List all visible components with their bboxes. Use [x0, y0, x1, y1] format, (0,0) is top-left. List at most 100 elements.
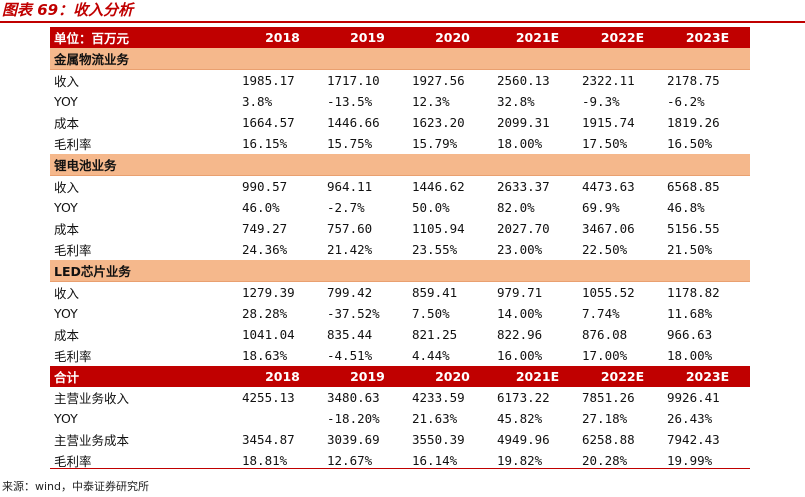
year-header: 2019: [325, 366, 410, 387]
value-cell: 18.81%: [242, 453, 288, 468]
value-cell: 4255.13: [242, 390, 295, 405]
table-row: 收入 990.57 964.11 1446.62 2633.37 4473.63 6568.…: [50, 176, 750, 198]
value-cell: 21.63%: [412, 411, 458, 426]
value-cell: 757.60: [327, 221, 373, 236]
value-cell: 2322.11: [582, 73, 635, 88]
value-cell: 876.08: [582, 327, 628, 342]
value-cell: -13.5%: [327, 94, 373, 109]
value-cell: 821.25: [412, 327, 458, 342]
value-cell: 3.8%: [242, 94, 273, 109]
value-cell: 2027.70: [497, 221, 550, 236]
row-label: 收入: [54, 180, 80, 195]
value-cell: 4949.96: [497, 432, 550, 447]
value-cell: 2560.13: [497, 73, 550, 88]
row-label: YOY: [54, 94, 78, 109]
value-cell: 4233.59: [412, 390, 465, 405]
value-cell: 7.50%: [412, 306, 450, 321]
value-cell: -4.51%: [327, 348, 373, 363]
value-cell: 17.50%: [582, 136, 628, 151]
year-header: 2018: [240, 366, 325, 387]
row-label: 成本: [54, 116, 80, 131]
value-cell: 2633.37: [497, 179, 550, 194]
year-header: 2023E: [665, 366, 750, 387]
section-row: 金属物流业务: [50, 48, 750, 70]
table-row: 毛利率 18.63% -4.51% 4.44% 16.00% 17.00% 18.00%: [50, 345, 750, 366]
source-note: 来源：wind，中泰证券研究所: [2, 480, 150, 493]
value-cell: 1041.04: [242, 327, 295, 342]
value-cell: 7942.43: [667, 432, 720, 447]
value-cell: 749.27: [242, 221, 288, 236]
value-cell: 2099.31: [497, 115, 550, 130]
value-cell: 1446.66: [327, 115, 380, 130]
value-cell: 12.67%: [327, 453, 373, 468]
value-cell: 3467.06: [582, 221, 635, 236]
year-header: 2021E: [495, 27, 580, 48]
value-cell: 18.00%: [667, 348, 713, 363]
value-cell: 16.15%: [242, 136, 288, 151]
year-header: 2020: [410, 366, 495, 387]
value-cell: 50.0%: [412, 200, 450, 215]
table-row: 毛利率 18.81% 12.67% 16.14% 19.82% 20.28% 19.99%: [50, 450, 750, 471]
value-cell: 4473.63: [582, 179, 635, 194]
value-cell: 1915.74: [582, 115, 635, 130]
value-cell: -6.2%: [667, 94, 705, 109]
table-row: YOY 3.8% -13.5% 12.3% 32.8% -9.3% -6.2%: [50, 91, 750, 112]
value-cell: 18.00%: [497, 136, 543, 151]
row-label: 收入: [54, 286, 80, 301]
row-label: 毛利率: [54, 454, 92, 469]
value-cell: 1178.82: [667, 285, 720, 300]
value-cell: 822.96: [497, 327, 543, 342]
value-cell: 22.50%: [582, 242, 628, 257]
value-cell: 964.11: [327, 179, 373, 194]
section-title: LED芯片业务: [50, 260, 750, 282]
table-row: 成本 1664.57 1446.66 1623.20 2099.31 1915.74 181…: [50, 112, 750, 133]
value-cell: 19.99%: [667, 453, 713, 468]
value-cell: -2.7%: [327, 200, 365, 215]
value-cell: 82.0%: [497, 200, 535, 215]
row-label: 毛利率: [54, 349, 92, 364]
table-row: 成本 749.27 757.60 1105.94 2027.70 3467.06 5156.…: [50, 218, 750, 239]
year-header: 2023E: [665, 27, 750, 48]
year-header: 2022E: [580, 366, 665, 387]
value-cell: 46.8%: [667, 200, 705, 215]
value-cell: 46.0%: [242, 200, 280, 215]
revenue-analysis-table: 单位：百万元 2018 2019 2020 2021E 2022E 2023E 金属物流业务收…: [50, 27, 750, 471]
year-header: 2021E: [495, 366, 580, 387]
value-cell: -18.20%: [327, 411, 380, 426]
value-cell: 14.00%: [497, 306, 543, 321]
section-title: 金属物流业务: [50, 48, 750, 70]
value-cell: 4.44%: [412, 348, 450, 363]
header-row: 单位：百万元 2018 2019 2020 2021E 2022E 2023E: [50, 27, 750, 48]
value-cell: 3550.39: [412, 432, 465, 447]
row-label: 主营业务成本: [54, 433, 130, 448]
table-row: 成本 1041.04 835.44 821.25 822.96 876.08 966.63: [50, 324, 750, 345]
value-cell: 21.50%: [667, 242, 713, 257]
value-cell: 27.18%: [582, 411, 628, 426]
table-row: 主营业务收入 4255.13 3480.63 4233.59 6173.22 7851.2…: [50, 387, 750, 408]
value-cell: 17.00%: [582, 348, 628, 363]
value-cell: 799.42: [327, 285, 373, 300]
value-cell: 2178.75: [667, 73, 720, 88]
value-cell: 1446.62: [412, 179, 465, 194]
table-row: 毛利率 16.15% 15.75% 15.79% 18.00% 17.50% 16.50%: [50, 133, 750, 154]
table-row: 毛利率 24.36% 21.42% 23.55% 23.00% 22.50% 21.50%: [50, 239, 750, 260]
value-cell: 7.74%: [582, 306, 620, 321]
row-label: 主营业务收入: [54, 391, 130, 406]
row-label: 毛利率: [54, 243, 92, 258]
row-label: 成本: [54, 222, 80, 237]
value-cell: 1985.17: [242, 73, 295, 88]
row-label: YOY: [54, 306, 78, 321]
value-cell: 1717.10: [327, 73, 380, 88]
title-divider: [0, 21, 805, 23]
value-cell: 3454.87: [242, 432, 295, 447]
table-row: 收入 1279.39 799.42 859.41 979.71 1055.52 1178.8…: [50, 282, 750, 304]
value-cell: 7851.26: [582, 390, 635, 405]
section-title: 锂电池业务: [50, 154, 750, 176]
year-header: 2020: [410, 27, 495, 48]
header-label: 单位：百万元: [50, 27, 240, 48]
year-header: 2019: [325, 27, 410, 48]
value-cell: 1819.26: [667, 115, 720, 130]
year-header: 2018: [240, 27, 325, 48]
value-cell: 6568.85: [667, 179, 720, 194]
header-label: 合计: [50, 366, 240, 387]
